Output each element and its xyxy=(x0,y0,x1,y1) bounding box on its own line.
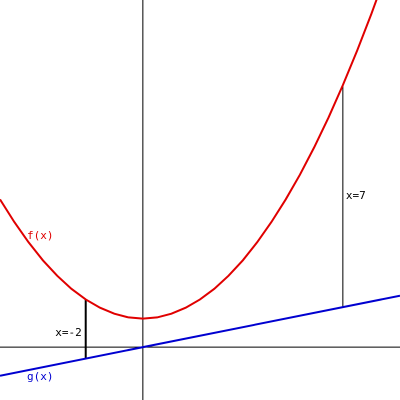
series-line xyxy=(0,294,400,377)
annotation-label: x=7 xyxy=(346,189,366,202)
series-label: f(x) xyxy=(27,229,54,242)
annotation-label: x=-2 xyxy=(55,326,82,339)
series-label: g(x) xyxy=(27,370,54,383)
series-line xyxy=(0,0,378,320)
